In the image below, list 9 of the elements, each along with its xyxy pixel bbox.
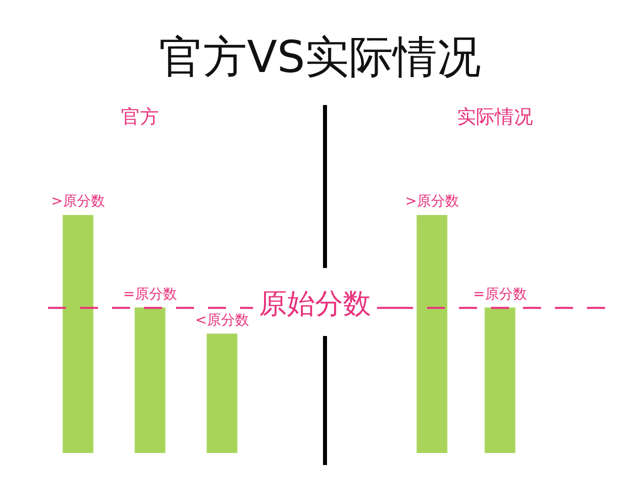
annotation: =原分数: [123, 286, 177, 302]
annotation: <原分数: [195, 312, 249, 329]
chart-title: 官方VS实际情况: [158, 31, 482, 85]
chart-subtitle: 官方: [121, 105, 159, 130]
annotation: >原分数: [405, 194, 459, 210]
annotation: >原分数: [51, 194, 105, 210]
chart-subtitle: 实际情况: [457, 105, 533, 130]
annotation: =原分数: [473, 286, 527, 302]
ref-line-label: 原始分数: [259, 287, 371, 320]
